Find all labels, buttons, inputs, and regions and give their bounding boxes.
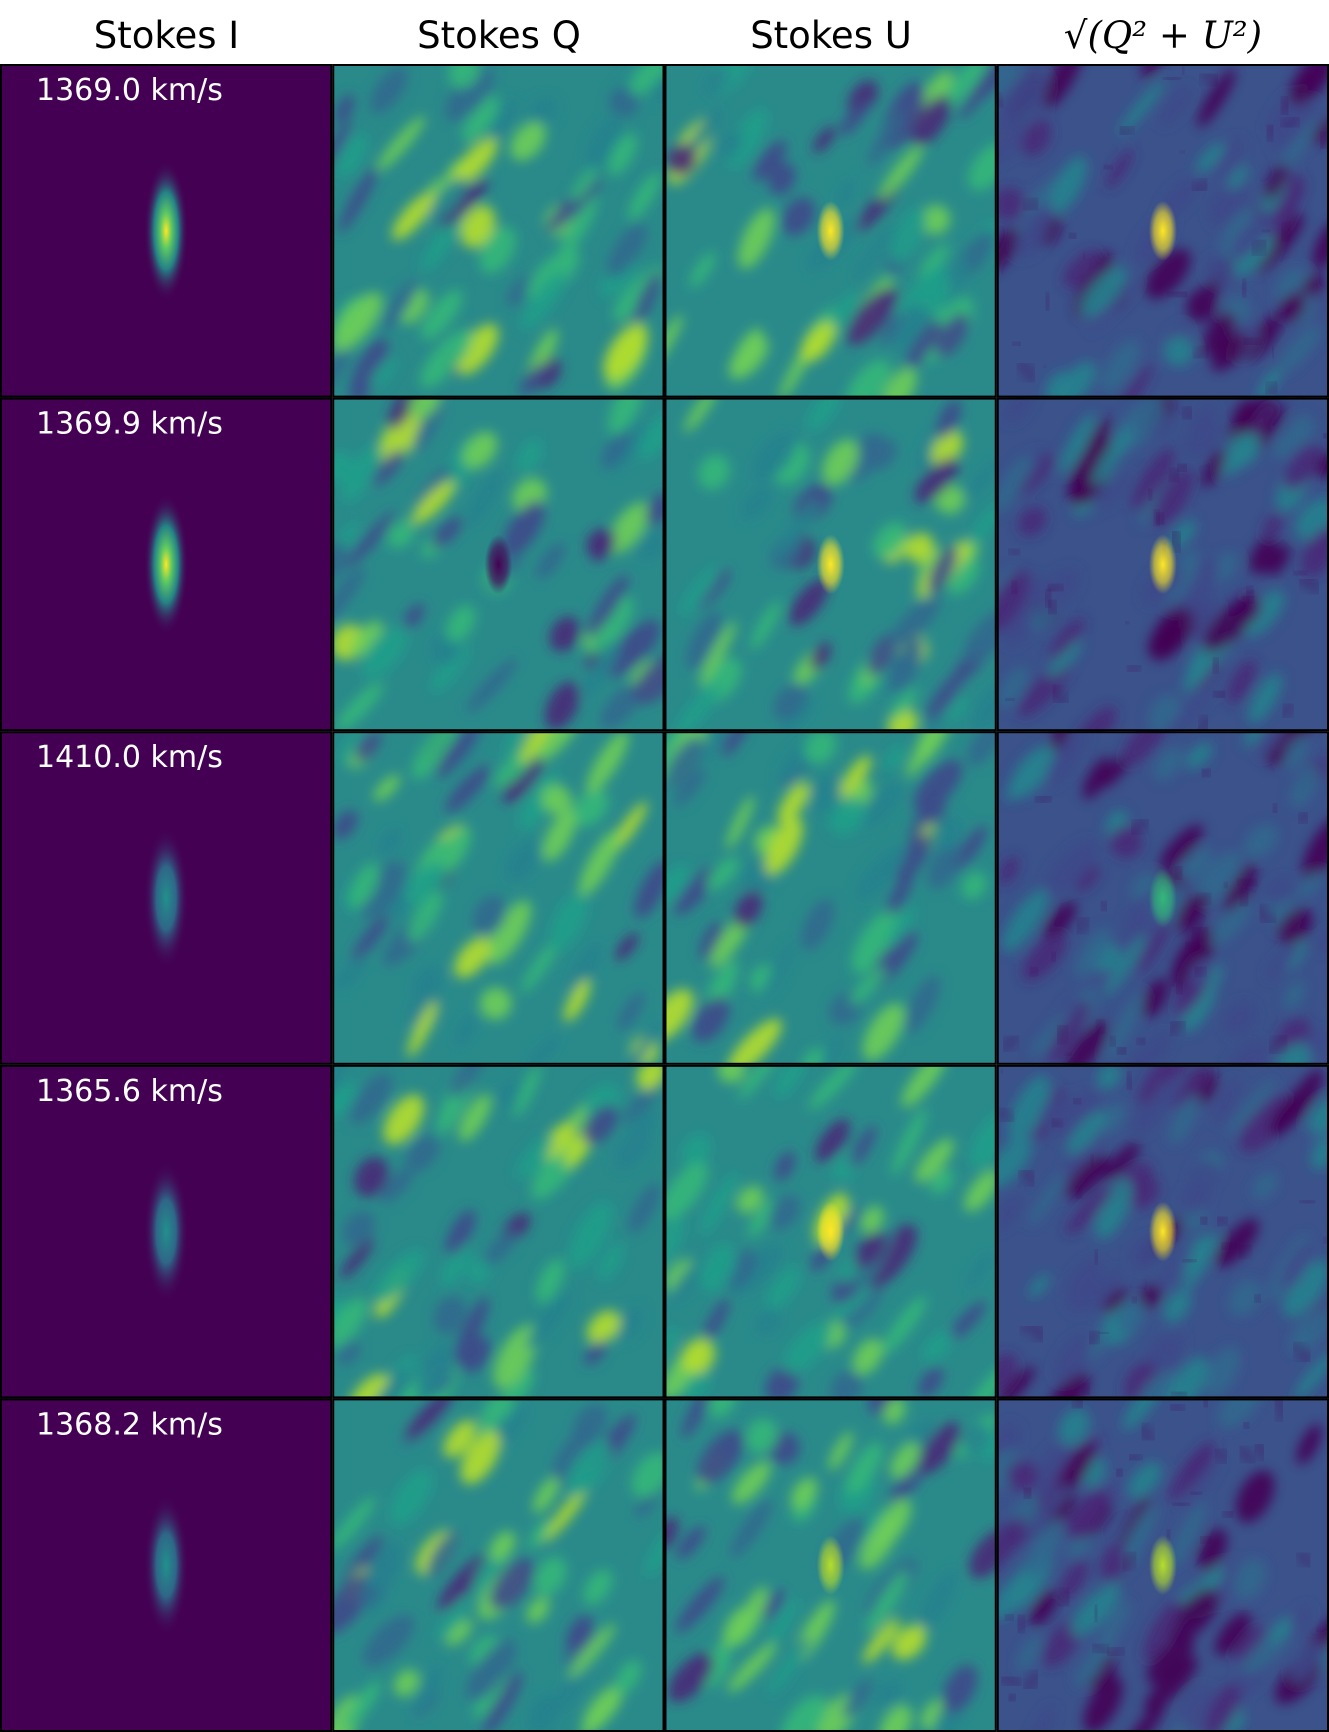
panel-r1-c2	[664, 397, 997, 732]
source-emission	[144, 160, 189, 301]
column-header-stokes-i: Stokes I	[93, 14, 240, 57]
source-emission	[144, 1495, 189, 1636]
panel-border	[332, 1064, 665, 1399]
velocity-label: 1410.0 km/s	[36, 740, 223, 775]
panel-border	[332, 731, 665, 1065]
panel-border	[664, 1398, 997, 1732]
panel-border	[0, 1064, 333, 1399]
panel-border	[332, 64, 665, 398]
velocity-label: 1368.2 km/s	[36, 1407, 223, 1442]
source-emission	[1148, 534, 1177, 595]
panel-border	[332, 397, 665, 732]
panel-r2-c3	[996, 731, 1329, 1065]
panel-border	[996, 397, 1329, 732]
panel-r1-c3	[996, 397, 1329, 732]
column-header-polarized-intensity: √(Q² + U²)	[1063, 14, 1263, 57]
source-emission	[144, 494, 189, 635]
panel-r3-c0	[0, 1064, 333, 1399]
column-header-stokes-q: Stokes Q	[417, 14, 581, 57]
panel-r3-c2	[664, 1064, 997, 1399]
panel-r0-c0	[0, 64, 333, 398]
panel-border	[664, 64, 997, 398]
panel-border	[0, 731, 333, 1065]
source-emission	[1148, 868, 1177, 928]
panel-r1-c1	[332, 397, 665, 732]
panel-r4-c3	[996, 1398, 1329, 1732]
panel-border	[996, 1398, 1329, 1732]
panel-r2-c1	[332, 731, 665, 1065]
panel-border	[0, 397, 333, 732]
panel-r0-c1	[332, 64, 665, 398]
panel-r0-c2	[664, 64, 997, 398]
panel-border	[0, 1398, 333, 1732]
source-emission	[816, 1201, 845, 1262]
velocity-label: 1365.6 km/s	[36, 1074, 223, 1109]
panel-r3-c3	[996, 1064, 1329, 1399]
panel-border	[664, 1064, 997, 1399]
source-emission	[1148, 1535, 1177, 1596]
panel-r0-c3	[996, 64, 1329, 398]
panel-r2-c0	[0, 731, 333, 1065]
source-emission	[1148, 200, 1177, 261]
panel-border	[0, 64, 333, 398]
column-header-stokes-u: Stokes U	[750, 14, 912, 57]
source-emission	[816, 1535, 845, 1596]
source-emission	[816, 200, 845, 261]
source-emission	[816, 534, 845, 595]
source-emission	[1148, 1201, 1177, 1262]
panel-border	[332, 1398, 665, 1732]
velocity-label: 1369.0 km/s	[36, 73, 223, 108]
source-emission	[484, 534, 513, 595]
panel-border	[996, 64, 1329, 398]
source-emission	[144, 1161, 189, 1302]
panel-r3-c1	[332, 1064, 665, 1399]
source-emission	[144, 828, 189, 968]
velocity-label: 1369.9 km/s	[36, 407, 223, 442]
panel-border	[996, 731, 1329, 1065]
panel-r1-c0	[0, 397, 333, 732]
panel-border	[996, 1064, 1329, 1399]
panel-border	[664, 731, 997, 1065]
panel-grid: 1369.0 km/s 1369.9 km/s 1410.0 km/s 1365.6 …	[0, 64, 1329, 1732]
panel-r4-c1	[332, 1398, 665, 1732]
panel-r4-c2	[664, 1398, 997, 1732]
panel-r4-c0	[0, 1398, 333, 1732]
panel-border	[664, 397, 997, 732]
panel-r2-c2	[664, 731, 997, 1065]
